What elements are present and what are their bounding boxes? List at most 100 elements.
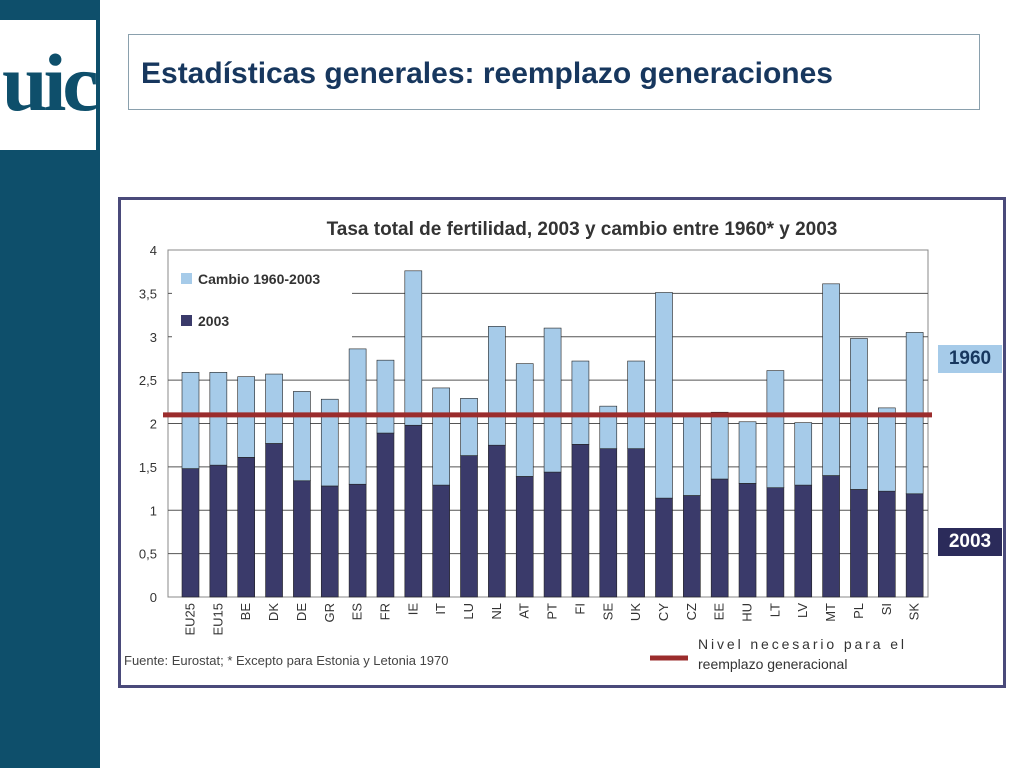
x-tick-label: CY bbox=[656, 603, 671, 621]
bar-2003 bbox=[543, 471, 562, 598]
bar-2003 bbox=[237, 457, 256, 598]
reference-line-label-2: reemplazo generacional bbox=[698, 656, 847, 672]
y-tick-label: 3 bbox=[150, 330, 157, 345]
bar-change bbox=[376, 359, 395, 434]
bar-2003 bbox=[905, 493, 924, 598]
bar-change bbox=[515, 363, 534, 477]
bar-2003 bbox=[627, 448, 645, 598]
x-tick-label: FI bbox=[572, 603, 587, 615]
x-tick-label: PL bbox=[851, 603, 866, 619]
bar-2003 bbox=[181, 468, 200, 598]
x-tick-label: PT bbox=[545, 603, 560, 620]
legend-swatch-2003 bbox=[181, 315, 192, 326]
title-box: Estadísticas generales: reemplazo genera… bbox=[128, 34, 980, 110]
y-tick-label: 3,5 bbox=[139, 286, 157, 301]
bar-2003 bbox=[488, 444, 506, 598]
y-tick-label: 0 bbox=[150, 590, 157, 605]
x-tick-label: HU bbox=[740, 603, 755, 622]
x-tick-label: NL bbox=[489, 603, 504, 620]
x-tick-label: BE bbox=[238, 603, 253, 621]
bar-change bbox=[877, 407, 896, 492]
x-tick-label: GR bbox=[322, 603, 337, 623]
page-title: Estadísticas generales: reemplazo genera… bbox=[141, 57, 833, 90]
y-tick-label: 1 bbox=[150, 503, 157, 518]
bar-2003 bbox=[822, 475, 840, 598]
x-tick-label: DK bbox=[266, 603, 281, 621]
bar-2003 bbox=[877, 490, 896, 598]
x-tick-label: EU15 bbox=[210, 603, 225, 636]
bar-change bbox=[655, 292, 673, 499]
bar-change bbox=[738, 421, 757, 484]
chart-title: Tasa total de fertilidad, 2003 y cambio … bbox=[327, 219, 838, 240]
legend-label-2003: 2003 bbox=[198, 313, 229, 329]
x-tick-label: LU bbox=[461, 603, 476, 620]
bar-change bbox=[571, 360, 590, 445]
x-tick-label: EE bbox=[712, 603, 727, 621]
bar-change bbox=[683, 412, 701, 496]
x-tick-label: SI bbox=[879, 603, 894, 615]
x-tick-label: SE bbox=[600, 603, 615, 621]
y-tick-label: 0,5 bbox=[139, 547, 157, 562]
bar-2003 bbox=[265, 443, 283, 598]
bar-change bbox=[543, 327, 562, 473]
bar-2003 bbox=[293, 480, 311, 598]
x-tick-label: AT bbox=[517, 603, 532, 619]
badge-2003: 2003 bbox=[938, 528, 1002, 556]
bar-2003 bbox=[571, 444, 590, 598]
bar-2003 bbox=[766, 487, 785, 598]
x-tick-label: IT bbox=[433, 603, 448, 615]
y-tick-label: 1,5 bbox=[139, 460, 157, 475]
bar-change bbox=[181, 372, 200, 469]
x-tick-label: UK bbox=[628, 603, 643, 621]
bar-2003 bbox=[348, 483, 367, 598]
bar-2003 bbox=[209, 464, 228, 598]
bar-change bbox=[766, 370, 785, 488]
bar-change bbox=[627, 360, 645, 449]
x-tick-label: CZ bbox=[684, 603, 699, 620]
x-tick-label: IE bbox=[405, 603, 420, 616]
legend-box bbox=[172, 262, 352, 340]
bar-change bbox=[710, 411, 729, 480]
bar-2003 bbox=[850, 489, 868, 598]
chart-source: Fuente: Eurostat; * Excepto para Estonia… bbox=[124, 653, 449, 668]
x-tick-label: FR bbox=[377, 603, 392, 620]
bar-2003 bbox=[320, 485, 339, 598]
bar-2003 bbox=[432, 484, 450, 598]
bar-change bbox=[293, 391, 311, 482]
bar-2003 bbox=[599, 448, 618, 598]
bar-2003 bbox=[515, 476, 534, 598]
x-tick-label: MT bbox=[823, 603, 838, 622]
y-tick-label: 4 bbox=[150, 243, 157, 258]
bar-2003 bbox=[460, 455, 478, 598]
reference-line-label-1: Nivel necesario para el bbox=[698, 636, 904, 652]
bar-2003 bbox=[738, 483, 757, 598]
bar-change bbox=[404, 270, 423, 426]
bar-change bbox=[460, 398, 478, 456]
legend-label-change: Cambio 1960-2003 bbox=[198, 271, 320, 287]
bar-change bbox=[822, 283, 840, 476]
bar-2003 bbox=[683, 495, 701, 598]
bar-2003 bbox=[655, 497, 673, 598]
bar-change bbox=[265, 373, 283, 444]
bar-2003 bbox=[404, 424, 423, 598]
y-tick-label: 2,5 bbox=[139, 373, 157, 388]
x-tick-label: ES bbox=[350, 603, 365, 621]
bar-2003 bbox=[794, 484, 813, 598]
y-tick-label: 2 bbox=[150, 417, 157, 432]
logo-text: uic bbox=[2, 37, 99, 128]
uic-logo: uic bbox=[0, 20, 99, 150]
x-tick-label: DE bbox=[294, 603, 309, 621]
bar-change bbox=[488, 326, 506, 446]
badge-1960: 1960 bbox=[938, 345, 1002, 373]
bar-2003 bbox=[376, 432, 395, 598]
x-tick-label: SK bbox=[907, 603, 922, 621]
legend-swatch-change bbox=[181, 273, 192, 284]
bar-change bbox=[432, 387, 450, 486]
bar-change bbox=[794, 422, 813, 486]
bar-change bbox=[320, 398, 339, 487]
bar-2003 bbox=[710, 478, 729, 598]
x-tick-label: LT bbox=[767, 603, 782, 617]
x-tick-label: EU25 bbox=[183, 603, 198, 636]
x-tick-label: LV bbox=[795, 603, 810, 618]
